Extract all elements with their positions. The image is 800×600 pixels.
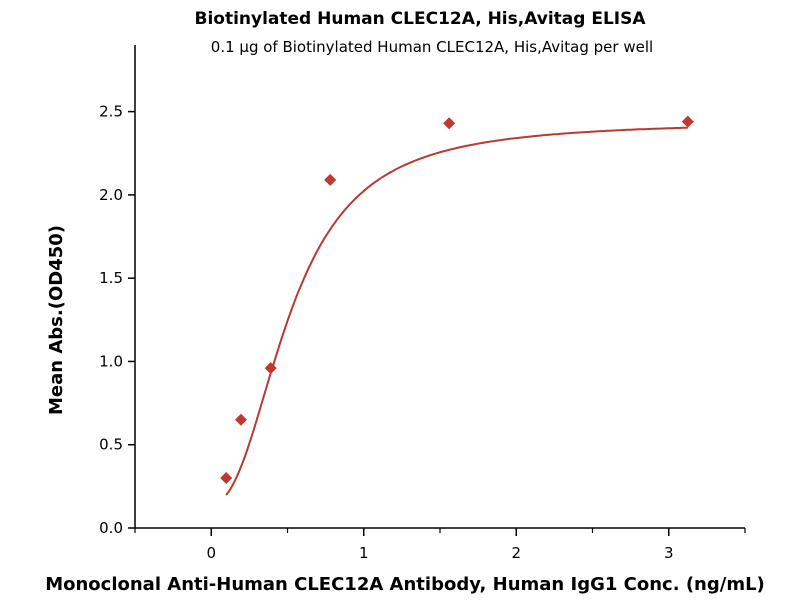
data-point	[220, 472, 233, 485]
data-point	[234, 413, 247, 426]
x-tick-label: 0	[206, 544, 216, 562]
y-axis-label: Mean Abs.(OD450)	[46, 225, 67, 415]
chart-title: Biotinylated Human CLEC12A, His,Avitag E…	[194, 9, 646, 29]
y-tick-label: 0.0	[99, 519, 123, 537]
y-tick-label: 1.5	[99, 269, 123, 287]
data-point	[324, 173, 337, 186]
fit-curve	[225, 126, 688, 496]
y-tick-label: 1.0	[99, 352, 123, 370]
x-tick-label: 1	[359, 544, 369, 562]
data-point	[443, 117, 456, 130]
x-axis-label: Monoclonal Anti-Human CLEC12A Antibody, …	[45, 574, 765, 595]
x-tick-label: 3	[664, 544, 674, 562]
y-tick-label: 0.5	[99, 436, 123, 454]
data-point	[681, 115, 694, 128]
y-tick-label: 2.5	[99, 103, 123, 121]
y-tick-label: 2.0	[99, 186, 123, 204]
chart-subtitle: 0.1 μg of Biotinylated Human CLEC12A, Hi…	[211, 38, 653, 56]
x-tick-label: 2	[511, 544, 521, 562]
data-point	[264, 362, 277, 375]
